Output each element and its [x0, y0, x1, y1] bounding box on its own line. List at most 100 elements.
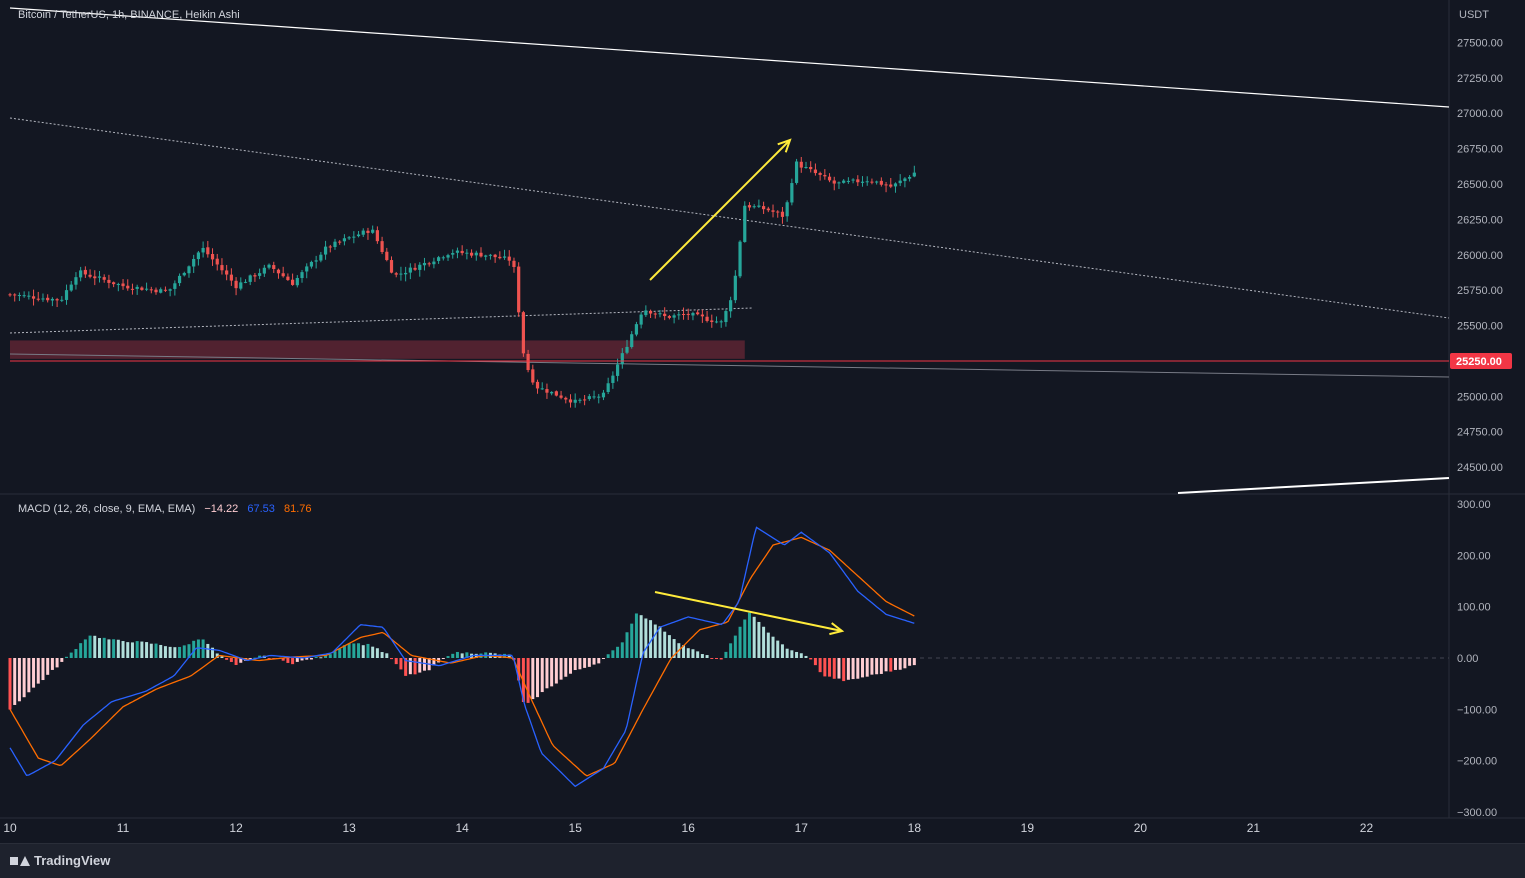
candle-body	[691, 313, 695, 316]
candle-122	[583, 395, 587, 406]
candle-body	[276, 269, 281, 274]
candle-155	[738, 240, 742, 279]
candle-185	[879, 177, 883, 187]
macd-histogram-bar-145	[691, 649, 695, 658]
time-axis[interactable]: 10 11 12 13 14 15 16 17 18 19 20 21 22	[3, 821, 1373, 835]
candle-body	[747, 205, 752, 208]
candle-159	[757, 199, 761, 208]
candle-body	[112, 282, 116, 285]
macd-histogram-bar-11	[60, 658, 64, 662]
candle-142	[677, 311, 681, 320]
candle-body	[498, 256, 502, 259]
price-axis-tick-label: 26500.00	[1457, 179, 1503, 191]
candle-60	[291, 273, 295, 286]
candle-105	[502, 249, 507, 260]
macd-histogram-layer	[8, 612, 916, 710]
candle-body	[267, 264, 271, 268]
candle-body	[827, 176, 832, 181]
trendline-layer[interactable]	[9, 7, 1450, 494]
candle-body	[41, 298, 45, 300]
macd-histogram-bar-22	[112, 639, 116, 658]
macd-histogram-bar-67	[324, 654, 328, 658]
candle-body	[319, 254, 323, 261]
candle-body	[291, 279, 295, 285]
candle-body	[634, 324, 639, 335]
candle-99	[474, 250, 478, 261]
candle-body	[860, 181, 865, 183]
tradingview-logo[interactable]: TradingView	[10, 853, 110, 868]
macd-histogram-bar-114	[545, 658, 549, 689]
candle-body	[375, 230, 379, 242]
candle-body	[361, 230, 365, 235]
candle-body	[502, 256, 507, 258]
candle-41	[201, 241, 205, 258]
candle-body	[460, 250, 464, 254]
candle-body	[309, 261, 314, 267]
macd-histogram-bar-190	[903, 658, 907, 669]
candle-131	[625, 339, 629, 355]
candle-191	[908, 175, 912, 182]
macd-histogram-bar-121	[578, 658, 582, 670]
candle-body	[752, 206, 756, 208]
candle-102	[488, 253, 493, 260]
candle-body	[870, 181, 874, 183]
macd-histogram-bar-166	[790, 650, 794, 658]
macd-histogram-bar-148	[705, 655, 709, 658]
candle-body	[352, 236, 356, 238]
candle-body	[507, 256, 511, 261]
candle-119	[568, 394, 573, 408]
macd-histogram-bar-19	[97, 638, 101, 658]
candle-body	[380, 241, 384, 252]
candle-192	[912, 165, 916, 178]
candle-189	[898, 174, 902, 187]
candle-body	[262, 267, 266, 274]
macd-histogram-bar-131	[625, 632, 629, 658]
candle-39	[192, 254, 196, 273]
candle-81	[389, 256, 394, 274]
candle-body	[187, 266, 191, 274]
candle-24	[121, 279, 125, 290]
macd-histogram-bar-6	[36, 658, 40, 684]
candle-43	[210, 248, 215, 266]
annotation-arrows-layer[interactable]	[649, 138, 845, 636]
symbol-legend[interactable]: Bitcoin / TetherUS, 1h, BINANCE, Heikin …	[18, 9, 246, 21]
price-axis-tick-label: 25750.00	[1457, 285, 1503, 297]
candle-body	[50, 298, 54, 301]
macd-legend[interactable]: MACD (12, 26, close, 9, EMA, EMA) −14.22…	[18, 503, 317, 515]
macd-histogram-bar-12	[65, 656, 69, 658]
macd-axis[interactable]: 300.00 200.00 100.00 0.00 −100.00 −200.00 −300…	[1457, 499, 1497, 819]
macd-histogram-bar-58	[281, 658, 285, 661]
candle-123	[587, 393, 591, 401]
macd-histogram-bar-35	[173, 647, 177, 658]
candle-body	[121, 283, 125, 287]
macd-histogram-bar-21	[107, 639, 111, 658]
macd-histogram-bar-93	[446, 656, 450, 658]
candle-body	[201, 247, 205, 253]
candle-147	[700, 309, 704, 323]
candle-20	[102, 274, 106, 283]
price-axis[interactable]: USDT 27500.00 27250.00 27000.00 26750.00 2650…	[1457, 9, 1503, 474]
candle-body	[493, 254, 497, 258]
candle-body	[912, 172, 916, 177]
candle-50	[243, 279, 248, 284]
candle-body	[686, 313, 690, 315]
macd-histogram-bar-25	[126, 642, 130, 658]
candle-body	[314, 260, 318, 262]
candle-76	[366, 227, 370, 240]
candle-32	[159, 287, 163, 294]
candle-187	[889, 177, 893, 189]
candle-135	[644, 305, 648, 317]
candle-109	[521, 310, 525, 357]
candle-body	[818, 173, 822, 175]
macd-histogram-bar-85	[408, 658, 412, 675]
macd-histogram-bar-160	[762, 626, 766, 658]
candle-body	[757, 205, 761, 207]
candle-body	[710, 320, 714, 323]
candle-146	[696, 309, 700, 316]
candle-body	[97, 276, 102, 278]
candle-173	[823, 169, 827, 180]
candle-body	[220, 265, 224, 271]
candle-107	[512, 257, 516, 273]
candle-body	[653, 313, 657, 315]
